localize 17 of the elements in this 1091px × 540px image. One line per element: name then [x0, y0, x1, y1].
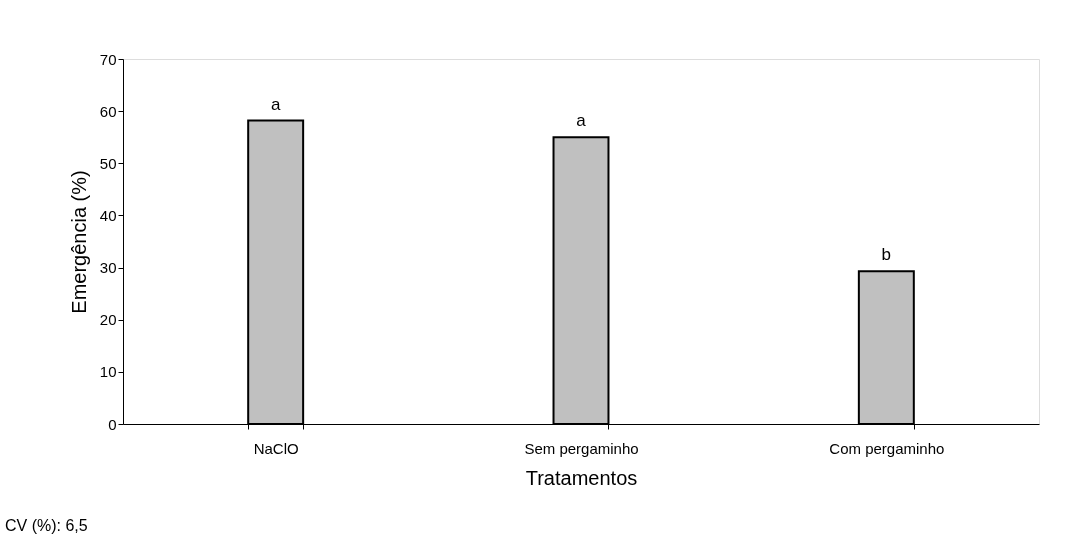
x-tick-label: Sem pergaminho	[524, 439, 639, 457]
x-axis-title: Tratamentos	[525, 466, 638, 489]
y-tick-label: 10	[99, 363, 117, 381]
y-tick-label: 40	[99, 206, 117, 224]
annotation: a	[270, 94, 281, 114]
y-tick-label: 60	[99, 102, 117, 120]
text: CV (%): 6,5	[5, 517, 88, 534]
annotation: b	[881, 245, 892, 265]
y-tick-label: 30	[99, 259, 117, 277]
y-axis-title: Emergência (%)	[67, 170, 90, 314]
y-tick-label: 50	[99, 154, 117, 172]
x-tick-label: Com pergaminho	[829, 439, 945, 457]
x-tick-label: NaClO	[253, 439, 299, 457]
annotation: a	[576, 111, 587, 131]
y-tick-label: 20	[99, 311, 117, 329]
y-tick-label: 0	[108, 415, 117, 433]
y-tick-label: 70	[99, 50, 117, 68]
